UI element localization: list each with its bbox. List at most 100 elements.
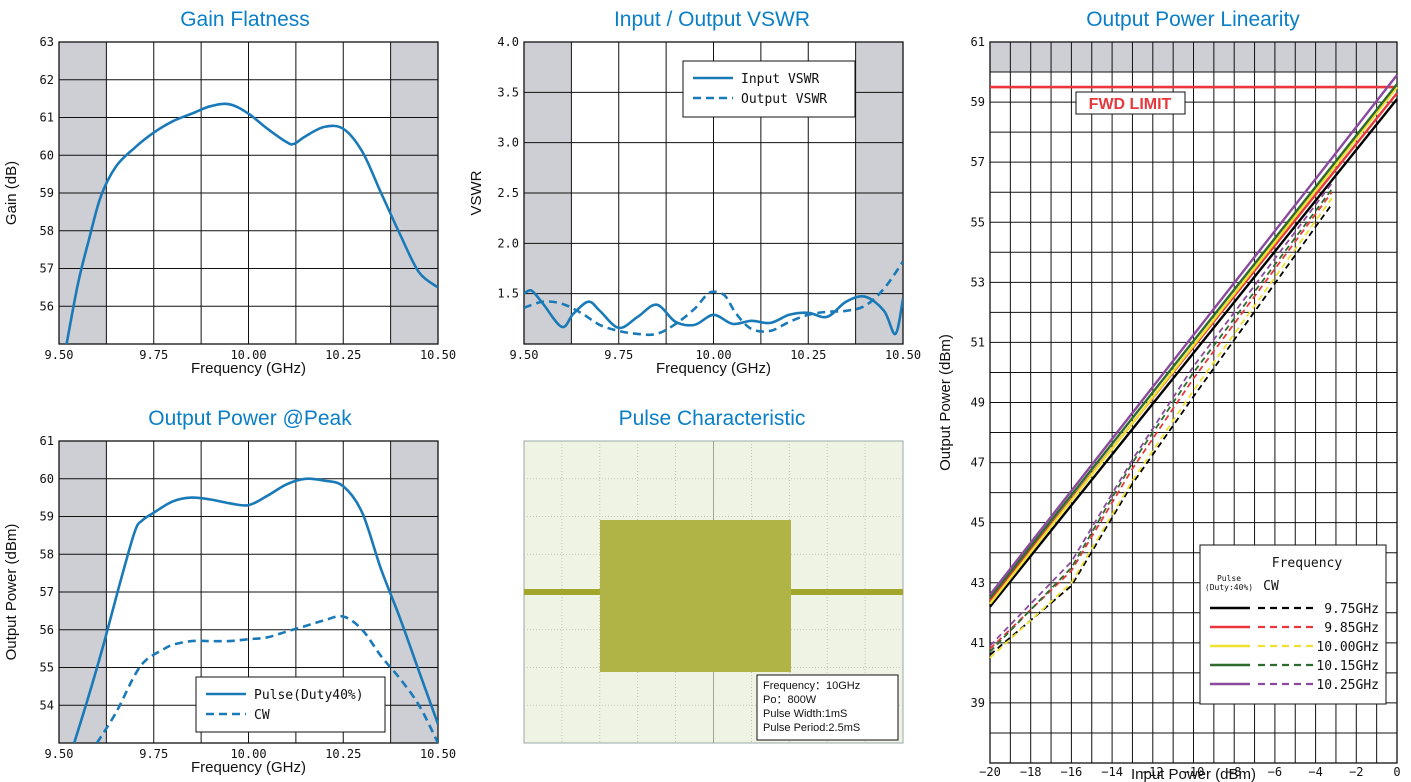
y-tick-label: 43 xyxy=(971,576,985,590)
x-tick-label: −6 xyxy=(1268,765,1282,779)
series-line-pulse-10-00ghz xyxy=(989,86,1398,605)
legend-title: Frequency xyxy=(1272,556,1343,571)
y-tick-label: 45 xyxy=(971,516,985,530)
plot-frame xyxy=(523,41,904,345)
legend-box xyxy=(1199,544,1387,705)
y-tick-label: 60 xyxy=(40,472,54,486)
x-tick-label: −16 xyxy=(1061,765,1083,779)
x-tick-label: −10 xyxy=(1183,765,1205,779)
x-tick-label: 10.00 xyxy=(695,348,731,362)
series-line-pulse-duty40- xyxy=(72,477,438,743)
scope-trace-baseline-right xyxy=(791,589,903,595)
y-tick-label: 59 xyxy=(40,186,54,200)
y-tick-label: 63 xyxy=(40,35,54,49)
chart-title: Output Power @Peak xyxy=(148,407,352,430)
legend-label: 9.75GHz xyxy=(1324,602,1379,617)
y-tick-label: 55 xyxy=(40,661,54,675)
legend-col-cw: CW xyxy=(1263,579,1279,594)
info-line: Frequency：10GHz xyxy=(763,680,860,692)
fwd-limit-label: FWD LIMIT xyxy=(1089,96,1172,113)
y-tick-label: 57 xyxy=(971,155,985,169)
legend-col-pulse-sub: (Duty:40%) xyxy=(1205,583,1253,592)
y-tick-label: 59 xyxy=(971,95,985,109)
info-line: Po：800W xyxy=(763,694,817,706)
y-tick-label: 60 xyxy=(40,148,54,162)
legend-box xyxy=(195,676,386,733)
x-tick-label: 10.25 xyxy=(325,747,361,761)
y-tick-label: 39 xyxy=(971,696,985,710)
y-tick-label: 4.0 xyxy=(497,35,519,49)
series-line-cw-10-25ghz xyxy=(989,182,1333,647)
y-tick-label: 3.5 xyxy=(497,85,519,99)
series-line-pulse-9-75ghz xyxy=(989,98,1398,608)
y-tick-label: 61 xyxy=(40,434,54,448)
info-line: Pulse Width:1mS xyxy=(763,708,847,720)
x-tick-label: 0 xyxy=(1393,765,1400,779)
y-tick-label: 47 xyxy=(971,456,985,470)
series-line-cw-10-00ghz xyxy=(989,197,1333,659)
y-tick-label: 53 xyxy=(971,275,985,289)
y-tick-label: 58 xyxy=(40,224,54,238)
chart-title: Pulse Characteristic xyxy=(619,407,806,430)
y-tick-label: 2.0 xyxy=(497,236,519,250)
legend-label: Pulse(Duty40%) xyxy=(254,688,364,703)
peak-chart: Output Power @Peak 9.50 9.75 10.00 10.25 10.5… xyxy=(3,407,456,776)
legend: Frequency Pulse(Duty:40%) CW 9.75GHz 9.85GHz… xyxy=(1199,544,1387,705)
x-tick-label: −2 xyxy=(1349,765,1363,779)
x-tick-label: 10.25 xyxy=(790,348,826,362)
scope-trace-pulse xyxy=(600,520,791,672)
legend: Pulse(Duty40%) CW xyxy=(195,676,386,733)
y-tick-label: 3.0 xyxy=(497,136,519,150)
x-tick-label: 9.75 xyxy=(139,348,168,362)
x-axis-label: Input Power (dBm) xyxy=(1131,766,1256,782)
fwd-limit-box xyxy=(1075,91,1186,115)
y-tick-label: 1.5 xyxy=(497,287,519,301)
legend-label: Output VSWR xyxy=(741,92,827,107)
gain-chart: Gain Flatness 9.50 9.75 10.00 10.25 10.50 56 57… xyxy=(3,8,456,377)
legend-box xyxy=(682,60,856,118)
y-tick-label: 62 xyxy=(40,73,54,87)
y-tick-label: 51 xyxy=(971,335,985,349)
x-axis-label: Frequency (GHz) xyxy=(656,360,771,377)
x-tick-label: 9.50 xyxy=(510,348,539,362)
info-box xyxy=(756,674,899,741)
legend-label: 9.85GHz xyxy=(1324,621,1379,636)
y-tick-label: 56 xyxy=(40,623,54,637)
x-tick-label: −4 xyxy=(1308,765,1322,779)
legend-col-pulse: Pulse xyxy=(1217,574,1241,583)
x-tick-label: 9.75 xyxy=(604,348,633,362)
x-tick-label: −12 xyxy=(1142,765,1164,779)
series-line-input-vswr xyxy=(524,288,903,336)
y-tick-label: 61 xyxy=(40,111,54,125)
scope-trace-baseline-left xyxy=(524,589,601,595)
pulse-chart: Pulse Characteristic Frequency：10GHz Po：80… xyxy=(523,407,904,744)
x-axis-label: Frequency (GHz) xyxy=(191,360,306,377)
info-line: Pulse Period:2.5mS xyxy=(763,722,860,734)
legend-label: CW xyxy=(254,708,270,723)
x-tick-label: −20 xyxy=(979,765,1001,779)
series-line-cw-9-85ghz xyxy=(989,191,1333,650)
x-tick-label: −14 xyxy=(1101,765,1123,779)
series-line-pulse-10-25ghz xyxy=(989,74,1398,596)
y-axis-label: Output Power (dBm) xyxy=(937,334,954,471)
y-tick-label: 2.5 xyxy=(497,186,519,200)
x-tick-label: 9.75 xyxy=(139,747,168,761)
series-line-output-vswr xyxy=(524,260,903,337)
y-tick-label: 49 xyxy=(971,396,985,410)
legend-label: Input VSWR xyxy=(741,72,819,87)
legend: Input VSWR Output VSWR xyxy=(682,60,856,118)
chart-title: Output Power Linearity xyxy=(1086,8,1300,31)
x-tick-label: 9.50 xyxy=(45,747,74,761)
y-axis-label: Output Power (dBm) xyxy=(3,524,20,661)
legend-label: 10.00GHz xyxy=(1316,640,1379,655)
x-tick-label: −18 xyxy=(1020,765,1042,779)
y-axis-label: Gain (dB) xyxy=(3,161,20,225)
x-tick-label: 10.25 xyxy=(325,348,361,362)
y-tick-label: 57 xyxy=(40,585,54,599)
x-tick-label: 10.00 xyxy=(230,747,266,761)
scope-trace-texture xyxy=(600,520,791,672)
y-tick-label: 61 xyxy=(971,35,985,49)
chart-title: Gain Flatness xyxy=(180,8,310,31)
